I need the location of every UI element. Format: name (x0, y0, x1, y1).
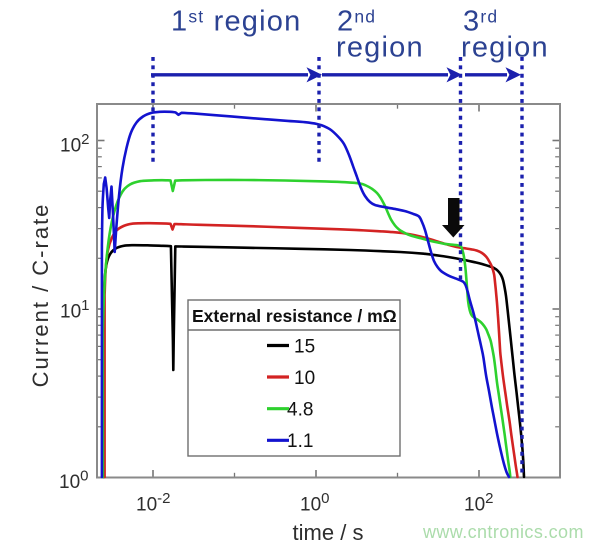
svg-text:External resistance / mΩ: External resistance / mΩ (192, 306, 397, 326)
svg-text:1.1: 1.1 (287, 431, 313, 452)
svg-text:15: 15 (294, 337, 315, 358)
svg-text:region: region (336, 32, 424, 64)
svg-text:time / s: time / s (293, 520, 364, 545)
svg-text:Current / C-rate: Current / C-rate (28, 203, 53, 388)
svg-text:100: 100 (59, 468, 88, 494)
svg-text:region: region (461, 32, 549, 64)
svg-text:10: 10 (294, 368, 315, 389)
svg-text:www.cntronics.com: www.cntronics.com (422, 522, 584, 542)
svg-text:1st region: 1st region (171, 6, 301, 38)
svg-text:4.8: 4.8 (287, 400, 313, 421)
svg-text:102: 102 (464, 490, 493, 516)
svg-text:100: 100 (300, 490, 329, 516)
